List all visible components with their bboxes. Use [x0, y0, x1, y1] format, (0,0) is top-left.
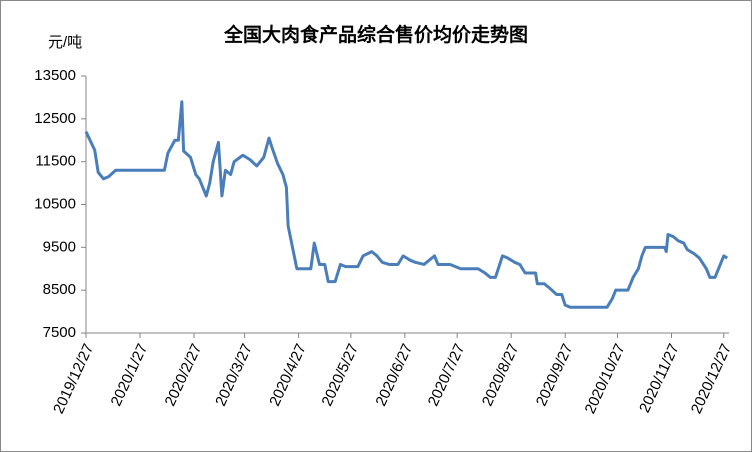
- y-tick-label: 7500: [43, 324, 76, 341]
- y-tick-label: 9500: [43, 238, 76, 255]
- y-tick-label: 11500: [35, 153, 76, 170]
- y-tick-label: 8500: [43, 281, 76, 298]
- y-tick-label: 12500: [34, 110, 76, 127]
- y-tick-label: 10500: [34, 195, 76, 212]
- y-tick-label: 13500: [34, 67, 76, 84]
- y-axis-label: 元/吨: [48, 34, 82, 51]
- chart-title: 全国大肉食产品综合售价均价走势图: [223, 23, 528, 46]
- line-series: [84, 100, 729, 309]
